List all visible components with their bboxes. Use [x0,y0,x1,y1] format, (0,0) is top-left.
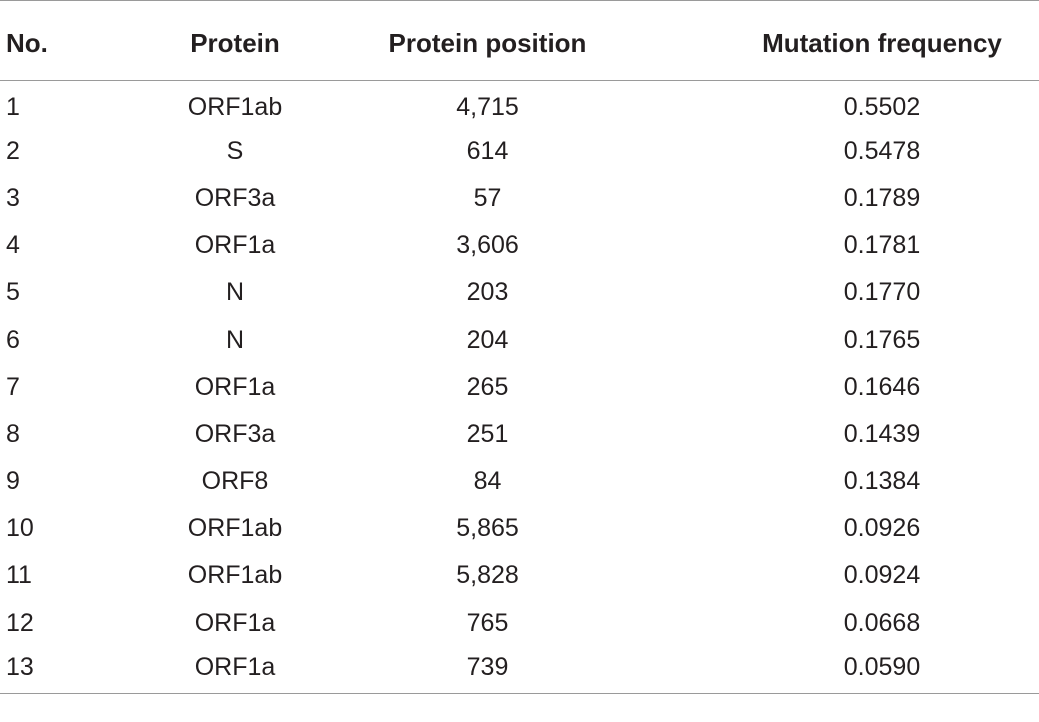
cell-protein-position: 203 [466,278,509,307]
cell-protein-position: 765 [466,608,509,637]
cell-mutation-frequency: 0.0926 [843,514,921,543]
table-row: 12 ORF1a 765 0.0668 [0,600,1039,647]
cell-no: 11 [6,561,32,590]
cell-no: 1 [6,92,20,121]
header-protein: Protein [120,0,350,81]
table-header: No. Protein Protein position Mutation fr… [0,0,1039,81]
table-row: 13 ORF1a 739 0.0590 [0,646,1039,695]
cell-protein-position: 251 [466,419,509,448]
table-row: 8 ORF3a 251 0.1439 [0,411,1039,458]
cell-mutation-frequency: 0.1789 [843,183,921,212]
table-row: 9 ORF8 84 0.1384 [0,458,1039,505]
cell-protein-position: 204 [466,325,509,354]
header-protein-position: Protein position [350,0,625,81]
cell-mutation-frequency: 0.0924 [843,561,921,590]
table-row: 3 ORF3a 57 0.1789 [0,175,1039,222]
header-no: No. [0,0,120,81]
table-body: 1 ORF1ab 4,715 0.5502 2 S 614 0.5478 3 ORF3a 57 0.1… [0,81,1039,695]
cell-mutation-frequency: 0.1384 [843,467,921,496]
cell-protein-position: 4,715 [456,92,519,121]
cell-protein: ORF1ab [187,561,283,590]
cell-mutation-frequency: 0.0590 [625,646,1039,695]
cell-no: 5 [6,278,20,307]
cell-protein: ORF1a [194,608,276,637]
cell-mutation-frequency: 0.1781 [843,231,921,260]
cell-protein: ORF1ab [187,92,283,121]
cell-protein-position: 57 [473,183,502,212]
cell-protein: ORF3a [194,183,276,212]
table-row: 5 N 203 0.1770 [0,269,1039,316]
cell-protein: N [225,325,245,354]
cell-mutation-frequency: 0.0668 [843,608,921,637]
cell-protein: ORF1a [194,231,276,260]
cell-mutation-frequency: 0.1646 [843,372,921,401]
cell-no: 3 [6,183,20,212]
cell-no: 9 [6,467,20,496]
cell-no: 10 [6,514,34,543]
table-row: 11 ORF1ab 5,828 0.0924 [0,552,1039,599]
cell-protein-position: 265 [466,372,509,401]
cell-protein: ORF1a [120,646,350,695]
cell-no: 8 [6,419,20,448]
cell-no: 7 [6,372,20,401]
cell-mutation-frequency: 0.5478 [843,136,921,165]
cell-protein: N [225,278,245,307]
table-row: 1 ORF1ab 4,715 0.5502 [0,81,1039,128]
cell-no: 4 [6,231,20,260]
cell-no: 12 [6,608,34,637]
cell-protein-position: 3,606 [456,231,519,260]
header-mutation-frequency: Mutation frequency [625,0,1039,81]
mutation-frequency-table: No. Protein Protein position Mutation fr… [0,0,1039,695]
cell-no: 6 [6,325,20,354]
cell-protein-position: 84 [473,467,502,496]
table-row: 4 ORF1a 3,606 0.1781 [0,222,1039,269]
cell-protein: ORF1a [194,372,276,401]
cell-protein-position: 5,828 [456,561,519,590]
cell-protein: ORF1ab [187,514,283,543]
header-row: No. Protein Protein position Mutation fr… [0,0,1039,81]
cell-no: 2 [6,136,20,165]
cell-protein: S [226,136,244,165]
cell-no: 13 [0,646,120,695]
cell-protein-position: 739 [350,646,625,695]
table-row: 2 S 614 0.5478 [0,128,1039,175]
cell-protein-position: 5,865 [456,514,519,543]
cell-mutation-frequency: 0.1439 [843,419,921,448]
mutation-table-container: No. Protein Protein position Mutation fr… [0,0,1039,695]
table-row: 7 ORF1a 265 0.1646 [0,364,1039,411]
cell-protein: ORF8 [201,467,269,496]
cell-protein-position: 614 [466,136,509,165]
cell-mutation-frequency: 0.5502 [843,92,921,121]
cell-mutation-frequency: 0.1770 [843,278,921,307]
cell-protein: ORF3a [194,419,276,448]
table-row: 10 ORF1ab 5,865 0.0926 [0,505,1039,552]
table-row: 6 N 204 0.1765 [0,316,1039,363]
cell-mutation-frequency: 0.1765 [843,325,921,354]
